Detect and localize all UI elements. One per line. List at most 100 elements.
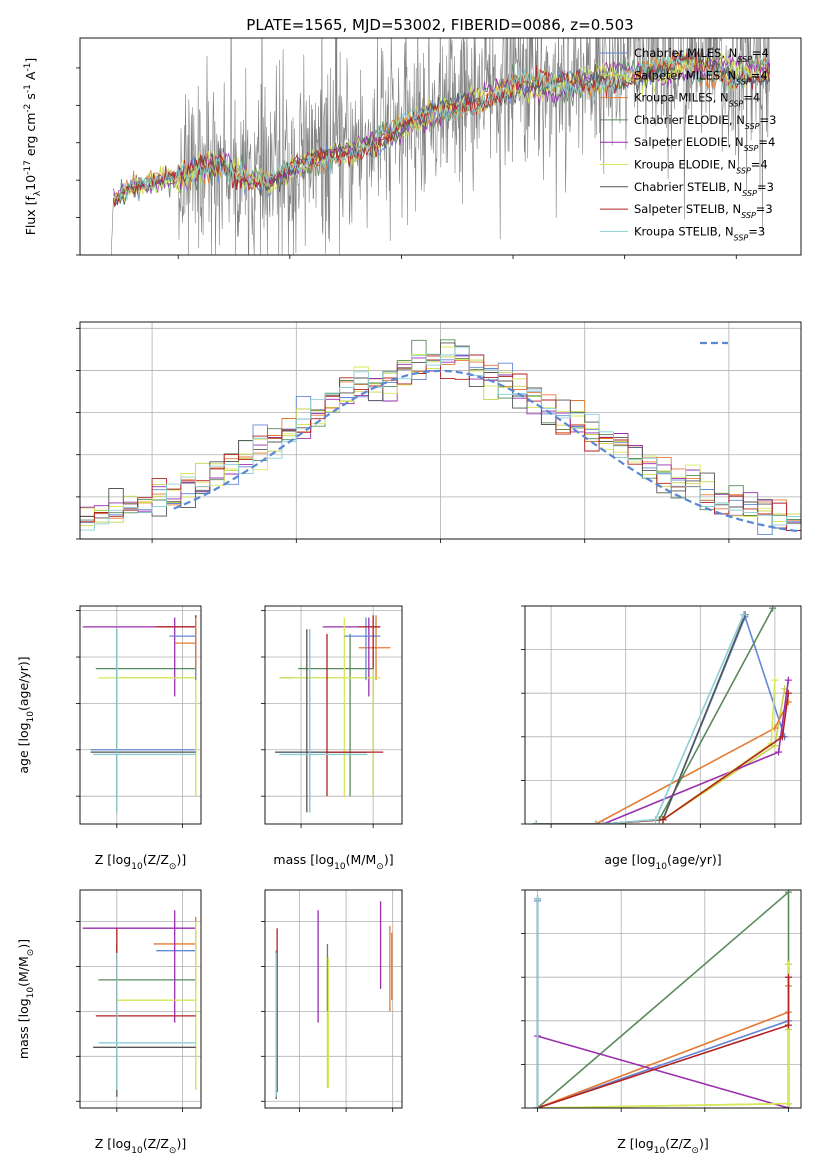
errorbar-point-0	[90, 629, 196, 797]
series-line	[536, 614, 745, 824]
errorbar-point-10	[358, 615, 381, 669]
errorbar-point-5	[116, 921, 197, 1091]
panel-mass_vs_Z: Z [log10(Z/Z⊙)]mass [log10(M/M⊙)]	[16, 889, 202, 1156]
label-part: ⊙	[691, 1146, 699, 1156]
plot-area	[275, 901, 393, 1100]
series-3	[532, 606, 777, 824]
label-part: Chabrier MILES,	[634, 46, 729, 60]
label-part: λ	[33, 190, 43, 196]
y-axis-label: mass [log10(M/M⊙)]	[16, 939, 36, 1059]
label-part: s	[23, 93, 38, 104]
panel-residuals	[76, 321, 802, 543]
label-part: SSP	[744, 144, 759, 153]
errorbar-point-1	[116, 615, 197, 797]
errorbar-point-8	[98, 952, 196, 1091]
label-part: Kroupa ELODIE,	[634, 158, 727, 172]
series-line	[536, 701, 790, 824]
plot-area	[82, 615, 197, 813]
label-part: age [log	[16, 722, 31, 773]
label-part: Chabrier ELODIE,	[634, 113, 736, 127]
plot-area	[275, 615, 391, 813]
label-part: N	[727, 158, 736, 172]
label-part: SSP	[742, 188, 757, 197]
normal-curve	[173, 369, 800, 533]
label-part: (Z/Z	[143, 1136, 169, 1151]
legend-label-8: Kroupa STELIB, NSSP=3	[634, 224, 765, 242]
legend-label-7: Salpeter STELIB, NSSP=3	[634, 202, 773, 220]
label-part: Chabrier STELIB,	[634, 180, 734, 194]
label-part: =4	[751, 158, 768, 172]
series-line	[537, 964, 790, 1108]
series-0	[532, 613, 789, 824]
axes-frame	[264, 605, 403, 825]
label-part: (age/yr)]	[667, 852, 722, 867]
series-line	[537, 977, 790, 1108]
series-line	[537, 964, 790, 1108]
label-part: 10	[656, 862, 668, 872]
legend-label-6: Chabrier STELIB, NSSP=3	[634, 180, 774, 198]
label-part: N	[732, 202, 741, 216]
plot-area	[82, 910, 197, 1097]
series-5	[532, 676, 779, 824]
errorbar-point-5	[98, 617, 197, 797]
legend-label-3: Chabrier ELODIE, NSSP=3	[634, 113, 776, 130]
label-part: -1	[23, 84, 33, 93]
label-part: mass [log	[273, 852, 334, 867]
label-part: Salpeter MILES,	[634, 68, 727, 82]
label-part: SSP	[734, 233, 749, 242]
label-part: ⊙	[169, 1146, 177, 1156]
label-part: N	[729, 46, 738, 60]
errorbar-point-8	[279, 629, 368, 813]
errorbar-point-1	[279, 615, 377, 797]
errorbar-point-2	[156, 615, 197, 681]
label-part: 10	[26, 987, 36, 999]
histogram-8	[80, 346, 801, 539]
label-part: 10	[131, 862, 143, 872]
label-part: )]	[16, 939, 31, 949]
label-part: -17	[23, 160, 33, 175]
series-8	[532, 611, 748, 824]
panel-massweight_vs_age: age [log10(age/yr)]	[521, 605, 802, 872]
label-part: ⊙	[376, 862, 384, 872]
label-part: 10	[131, 1146, 143, 1156]
label-part: SSP	[729, 99, 744, 108]
series-7	[534, 973, 792, 1108]
label-part: ⊙	[26, 949, 36, 957]
label-part: =3	[760, 113, 777, 127]
errorbar-point-3	[298, 633, 374, 797]
axes-frame	[264, 889, 403, 1109]
series-0	[534, 897, 792, 1108]
label-part: SSP	[736, 77, 751, 86]
legend-label-1: Salpeter MILES, NSSP=4	[634, 68, 768, 86]
label-part: )]	[699, 1136, 709, 1151]
plot-area	[532, 606, 792, 824]
label-part: mass [log	[16, 998, 31, 1059]
label-part: =4	[743, 91, 760, 105]
x-axis-label: Z [log10(Z/Z⊙)]	[95, 852, 186, 872]
figure-title: PLATE=1565, MJD=53002, FIBERID=0086, z=0…	[246, 16, 633, 34]
label-part: Kroupa STELIB,	[634, 224, 725, 238]
label-part: (M/M	[16, 956, 31, 987]
label-part: age [log	[604, 852, 655, 867]
legend-label-4: Salpeter ELODIE, NSSP=4	[634, 135, 775, 153]
legend-label-5: Kroupa ELODIE, NSSP=4	[634, 158, 768, 176]
x-axis-label: mass [log10(M/M⊙)]	[273, 852, 393, 872]
series-1	[532, 685, 789, 824]
label-part: N	[727, 68, 736, 82]
y-axis-label: age [log10(age/yr)]	[16, 656, 36, 773]
series-line	[536, 688, 786, 824]
series-line	[536, 607, 774, 824]
label-part: 10	[334, 862, 346, 872]
label-part: N	[720, 91, 729, 105]
legend-label-2: Kroupa MILES, NSSP=4	[634, 91, 760, 109]
series-6	[532, 611, 749, 824]
panel-mass_vs_EBV	[261, 889, 403, 1112]
label-part: erg cm	[23, 113, 38, 161]
series-7	[532, 689, 792, 824]
axes-frame	[524, 889, 802, 1109]
series-8	[534, 895, 542, 1108]
legend-label-0: Chabrier MILES, NSSP=4	[634, 46, 769, 64]
x-axis-label: Z [log10(Z/Z⊙)]	[617, 1136, 708, 1156]
label-part: 10	[23, 175, 38, 191]
